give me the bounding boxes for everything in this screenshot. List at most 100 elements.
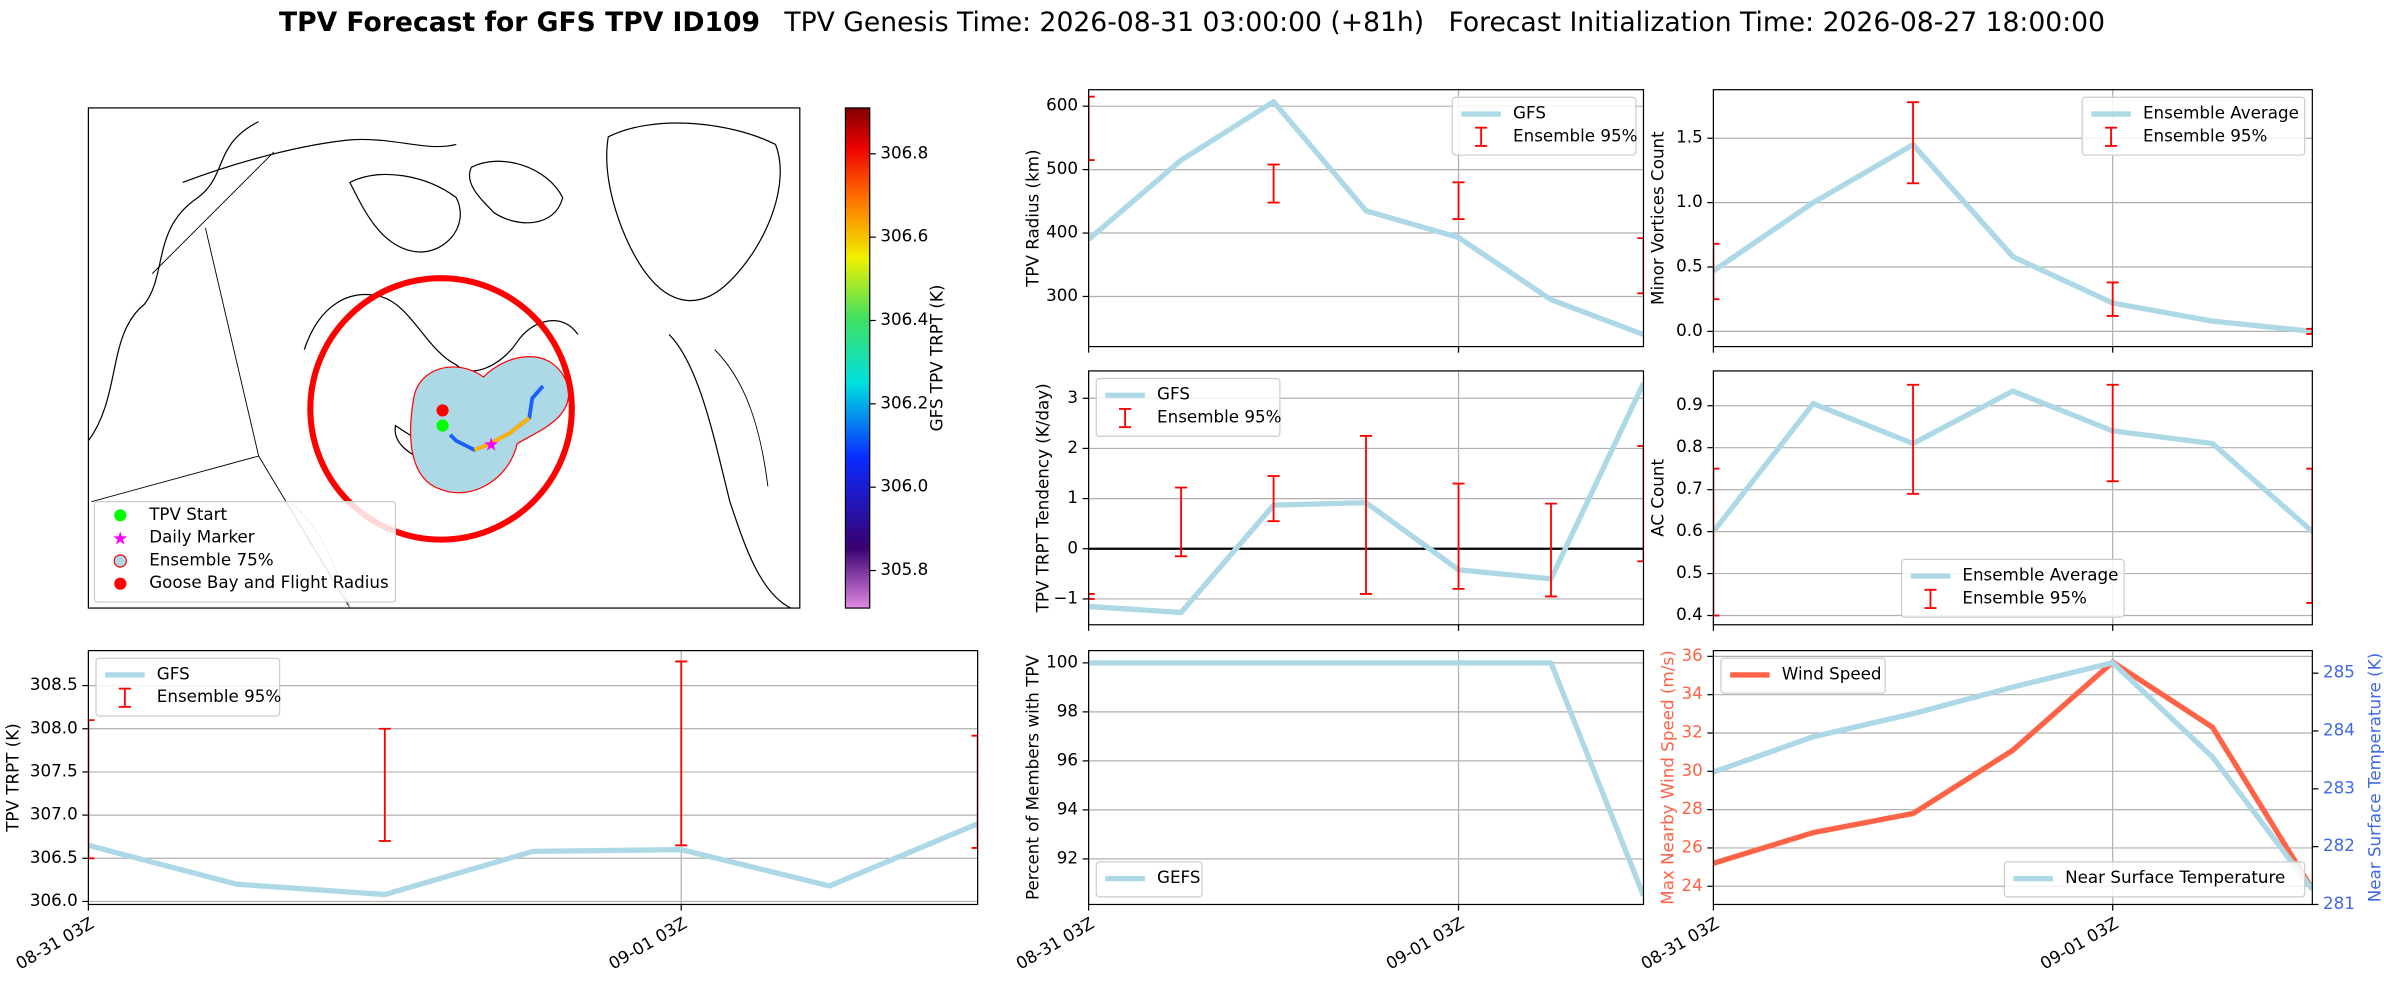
y-tick-label: 1.5 xyxy=(1676,127,1703,147)
x-tick-label: 09-01 03Z xyxy=(1382,913,1467,974)
legend-label: Ensemble 95% xyxy=(2143,125,2267,145)
ensemble-area xyxy=(410,356,569,494)
legend: Wind Speed xyxy=(1720,657,1886,694)
legend-box xyxy=(1095,861,1203,898)
y-tick-label: 26 xyxy=(1681,836,1702,856)
y2-tick-label: 284 xyxy=(2323,719,2355,739)
tpv-start xyxy=(436,419,449,432)
legend-label: Ensemble 95% xyxy=(1157,407,1281,427)
y-tick-label: 308.0 xyxy=(30,717,78,737)
panel: −1 0 1 2 3 TPV TRPT Tendency (K/day) GFS Ensemb… xyxy=(1033,370,1645,631)
map-frame xyxy=(87,107,801,609)
panel: 306.0 306.5 307.0 307.5 308.0 308.5 08-31 03Z 0… xyxy=(2,650,979,974)
legend-label: GEFS xyxy=(1157,867,1200,887)
y2-tick-label: 283 xyxy=(2323,777,2355,797)
y-tick-label: 92 xyxy=(1057,847,1078,867)
y-tick-label: 3 xyxy=(1067,387,1078,407)
y-tick-label: 100 xyxy=(1046,651,1078,671)
panel-frame xyxy=(1088,370,1645,626)
y-tick-label: 0.4 xyxy=(1676,604,1703,624)
plot-area xyxy=(1713,659,2313,892)
colorbar-tick-label: 306.6 xyxy=(880,226,928,246)
legend-label: Ensemble 95% xyxy=(157,686,281,706)
x-tick-label: 08-31 03Z xyxy=(1012,913,1097,974)
legend-box xyxy=(1720,657,1886,694)
legend-label: Ensemble Average xyxy=(1962,565,2118,585)
figure-title: TPV Forecast for GFS TPV ID109 TPV Genesi… xyxy=(279,6,2105,37)
goose-bay xyxy=(436,404,449,417)
y-tick-label: 0 xyxy=(1067,537,1078,557)
colorbar xyxy=(844,107,871,609)
y-axis-label: AC Count xyxy=(1647,459,1667,537)
y-axis-label: TPV Radius (km) xyxy=(1023,149,1043,287)
legend-label: Daily Marker xyxy=(149,527,255,547)
y-tick-label: 0.5 xyxy=(1676,256,1703,276)
legend-label: Goose Bay and Flight Radius xyxy=(149,572,388,592)
y-tick-label: 96 xyxy=(1057,749,1078,769)
y-tick-label: 2 xyxy=(1067,437,1078,457)
legend-marker xyxy=(113,554,128,568)
series-line xyxy=(1713,660,2313,892)
y-tick-label: 600 xyxy=(1046,95,1078,115)
plot-area xyxy=(1713,383,2313,617)
colorbar-tick-label: 306.4 xyxy=(880,309,928,329)
panel: 0.4 0.5 0.6 0.7 0.8 0.9 AC Count Ensemble Avera… xyxy=(1647,370,2313,631)
legend-label: Wind Speed xyxy=(1782,663,1882,683)
y-tick-label: 300 xyxy=(1046,285,1078,305)
y-tick-label: 0.6 xyxy=(1676,520,1703,540)
legend-label: Ensemble Average xyxy=(2143,103,2299,123)
legend-marker xyxy=(114,509,127,522)
plot-area xyxy=(88,660,978,898)
y-axis-label: TPV TRPT Tendency (K/day) xyxy=(1033,383,1053,613)
series-line xyxy=(1713,659,2313,891)
panel: 0.0 0.5 1.0 1.5 Minor Vortices Count Ensemble… xyxy=(1647,89,2313,353)
panel-frame xyxy=(1088,89,1645,348)
legend-marker: ★ xyxy=(112,529,128,550)
panel: 24 26 28 30 32 34 36 08-31 03Z 09-01 03Z Max Near… xyxy=(1637,645,2384,974)
y-tick-label: 34 xyxy=(1681,683,1702,703)
panel: 92 94 96 98 100 08-31 03Z 09-01 03Z Percent of … xyxy=(1012,650,1645,974)
legend-label: GFS xyxy=(1157,384,1190,404)
y-tick-label: 30 xyxy=(1681,760,1702,780)
title-init: Forecast Initialization Time: 2026-08-27… xyxy=(1448,6,2105,37)
y-tick-label: 307.5 xyxy=(30,760,78,780)
y-tick-label: 0.9 xyxy=(1676,394,1703,414)
series-line xyxy=(1713,142,2313,335)
colorbar-tick-label: 305.8 xyxy=(880,559,928,579)
y2-tick-label: 281 xyxy=(2323,893,2355,913)
series-line xyxy=(88,821,978,898)
y-tick-label: 308.5 xyxy=(30,674,78,694)
title-genesis: TPV Genesis Time: 2026-08-31 03:00:00 (+… xyxy=(783,6,1424,37)
y-tick-label: 94 xyxy=(1057,798,1078,818)
legend-box xyxy=(1900,558,2125,618)
legend: Near Surface Temperature xyxy=(2003,861,2306,898)
y-tick-label: 306.0 xyxy=(30,890,78,910)
y-axis-label: Percent of Members with TPV xyxy=(1023,655,1043,901)
legend-label: Ensemble 95% xyxy=(1962,587,2086,607)
x-tick-label: 09-01 03Z xyxy=(2036,913,2121,974)
series-line xyxy=(1713,388,2313,534)
plot-area xyxy=(1088,382,1644,616)
flight-radius xyxy=(307,275,575,543)
y-tick-label: 0.7 xyxy=(1676,478,1703,498)
y-axis-label: Max Nearby Wind Speed (m/s) xyxy=(1658,650,1678,904)
y-tick-label: 500 xyxy=(1046,158,1078,178)
plot-area xyxy=(1088,660,1644,897)
colorbar-tick-label: 306.2 xyxy=(880,392,928,412)
y-tick-label: 32 xyxy=(1681,721,1702,741)
panel-frame xyxy=(1088,650,1645,906)
y-tick-label: 306.5 xyxy=(30,847,78,867)
y2-tick-label: 285 xyxy=(2323,662,2355,682)
y2-axis-label: Near Surface Temperature (K) xyxy=(2365,653,2384,902)
y-tick-label: 28 xyxy=(1681,798,1702,818)
y-tick-label: 98 xyxy=(1057,700,1078,720)
series-line xyxy=(1088,660,1644,897)
panel-frame xyxy=(1712,370,2313,626)
x-tick-label: 09-01 03Z xyxy=(605,913,690,974)
legend: GEFS xyxy=(1095,861,1203,898)
y-tick-label: 0.8 xyxy=(1676,436,1703,456)
